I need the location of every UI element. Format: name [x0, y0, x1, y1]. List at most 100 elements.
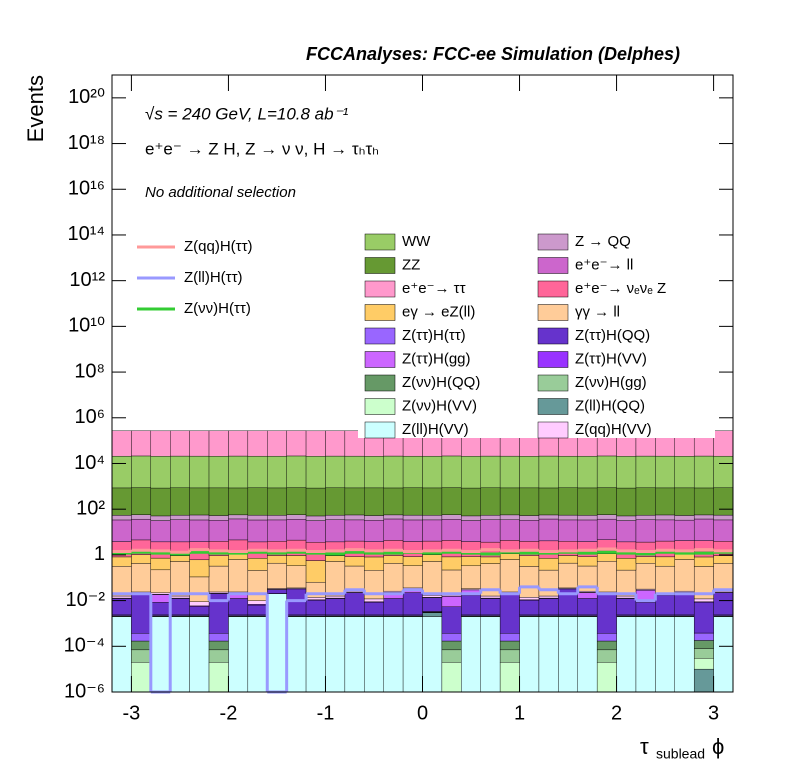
- bar-segment: [208, 640, 229, 651]
- bar-segment: [325, 487, 346, 516]
- bar-segment: [267, 555, 287, 564]
- bar-segment: [131, 514, 152, 520]
- bar-segment: [150, 592, 171, 595]
- y-tick-label: 10¹⁸: [68, 132, 105, 154]
- legend-swatch: [537, 398, 569, 415]
- legend-label: Z(ττ)H(VV): [575, 350, 647, 367]
- bar-segment: [131, 455, 152, 488]
- bar-segment: [325, 595, 346, 599]
- bar-segment: [208, 520, 229, 542]
- bar-segment: [247, 570, 268, 601]
- bar-segment: [150, 602, 171, 616]
- chart-title: FCCAnalyses: FCC-ee Simulation (Delphes): [306, 44, 680, 64]
- bar-segment: [344, 487, 365, 516]
- bar-segment: [616, 456, 637, 489]
- bar-segment: [655, 616, 675, 693]
- bar-segment: [577, 598, 598, 616]
- bar-segment: [111, 455, 132, 489]
- bar-segment: [364, 556, 384, 571]
- legend-label: Z(ll)H(ττ): [184, 269, 243, 286]
- bar-segment: [655, 594, 675, 616]
- bar-segment: [208, 555, 229, 567]
- legend-swatch: [364, 257, 396, 274]
- bar-segment: [441, 596, 462, 607]
- bar-segment: [422, 597, 443, 612]
- bar-segment: [402, 455, 423, 488]
- annotation: √s = 240 GeV, L=10.8 ab⁻¹: [145, 104, 349, 123]
- bar-segment: [674, 456, 695, 489]
- y-tick-label: 10⁴: [74, 452, 105, 474]
- bar-segment: [499, 553, 520, 560]
- legend-label: Z(νν)H(QQ): [402, 374, 480, 391]
- bar-segment: [267, 455, 287, 489]
- bar-segment: [693, 487, 714, 516]
- bar-segment: [693, 455, 714, 489]
- bar-segment: [344, 616, 365, 693]
- legend-label: Z(ττ)H(QQ): [575, 327, 650, 344]
- bar-segment: [422, 554, 443, 562]
- bar-segment: [267, 562, 287, 589]
- bar-segment: [674, 487, 695, 516]
- bar-segment: [480, 556, 501, 564]
- bar-segment: [693, 598, 714, 602]
- bar-segment: [364, 515, 384, 521]
- legend-background: [358, 228, 715, 438]
- bar-segment: [674, 515, 695, 521]
- bar-segment: [519, 600, 540, 616]
- bar-segment: [635, 563, 656, 590]
- bar-segment: [189, 430, 210, 457]
- legend-label: Z(ττ)H(gg): [402, 350, 471, 367]
- bar-segment: [208, 487, 229, 516]
- bar-segment: [325, 616, 346, 693]
- bar-segment: [441, 455, 462, 488]
- legend-swatch: [364, 374, 396, 392]
- bar-segment: [364, 602, 384, 616]
- bar-segment: [383, 455, 404, 489]
- y-tick-label: 1: [94, 543, 105, 565]
- bar-segment: [616, 598, 637, 616]
- bar-segment: [383, 616, 404, 693]
- bar-segment: [383, 563, 404, 592]
- bar-segment: [693, 640, 714, 649]
- bar-segment: [596, 561, 617, 593]
- bar-segment: [577, 519, 598, 542]
- y-tick-label: 10¹⁴: [68, 223, 106, 245]
- bar-segment: [596, 662, 617, 693]
- bar-segment: [150, 557, 171, 571]
- bar-segment: [247, 558, 268, 571]
- legend-swatch: [364, 421, 396, 439]
- bar-segment: [461, 594, 481, 616]
- bar-segment: [616, 558, 637, 571]
- bar-segment: [538, 514, 559, 520]
- y-tick-label: 10⁻²: [66, 589, 106, 611]
- bar-segment: [538, 569, 559, 597]
- bar-segment: [655, 519, 675, 542]
- bar-segment: [189, 487, 210, 516]
- legend-label: Z(qq)H(ττ): [184, 238, 253, 255]
- bar-segment: [655, 455, 675, 489]
- legend-label: Z(νν)H(ττ): [184, 300, 251, 317]
- bar-segment: [499, 633, 520, 642]
- bar-segment: [713, 592, 734, 616]
- bar-segment: [441, 606, 462, 634]
- bar-segment: [538, 518, 559, 542]
- bar-segment: [616, 520, 637, 543]
- bar-segment: [480, 514, 501, 520]
- bar-segment: [228, 553, 249, 560]
- bar-segment: [267, 515, 287, 521]
- bar-segment: [596, 649, 617, 663]
- plot-area: [111, 430, 734, 693]
- bar-segment: [441, 662, 462, 693]
- bar-segment: [596, 553, 617, 562]
- bar-segment: [305, 515, 326, 521]
- legend-swatch: [364, 351, 396, 368]
- bar-segment: [208, 515, 229, 521]
- bar-segment: [577, 487, 598, 516]
- bar-segment: [383, 598, 404, 616]
- bar-segment: [441, 487, 462, 515]
- bar-segment: [286, 519, 307, 541]
- bar-segment: [577, 556, 598, 567]
- bar-segment: [267, 487, 287, 516]
